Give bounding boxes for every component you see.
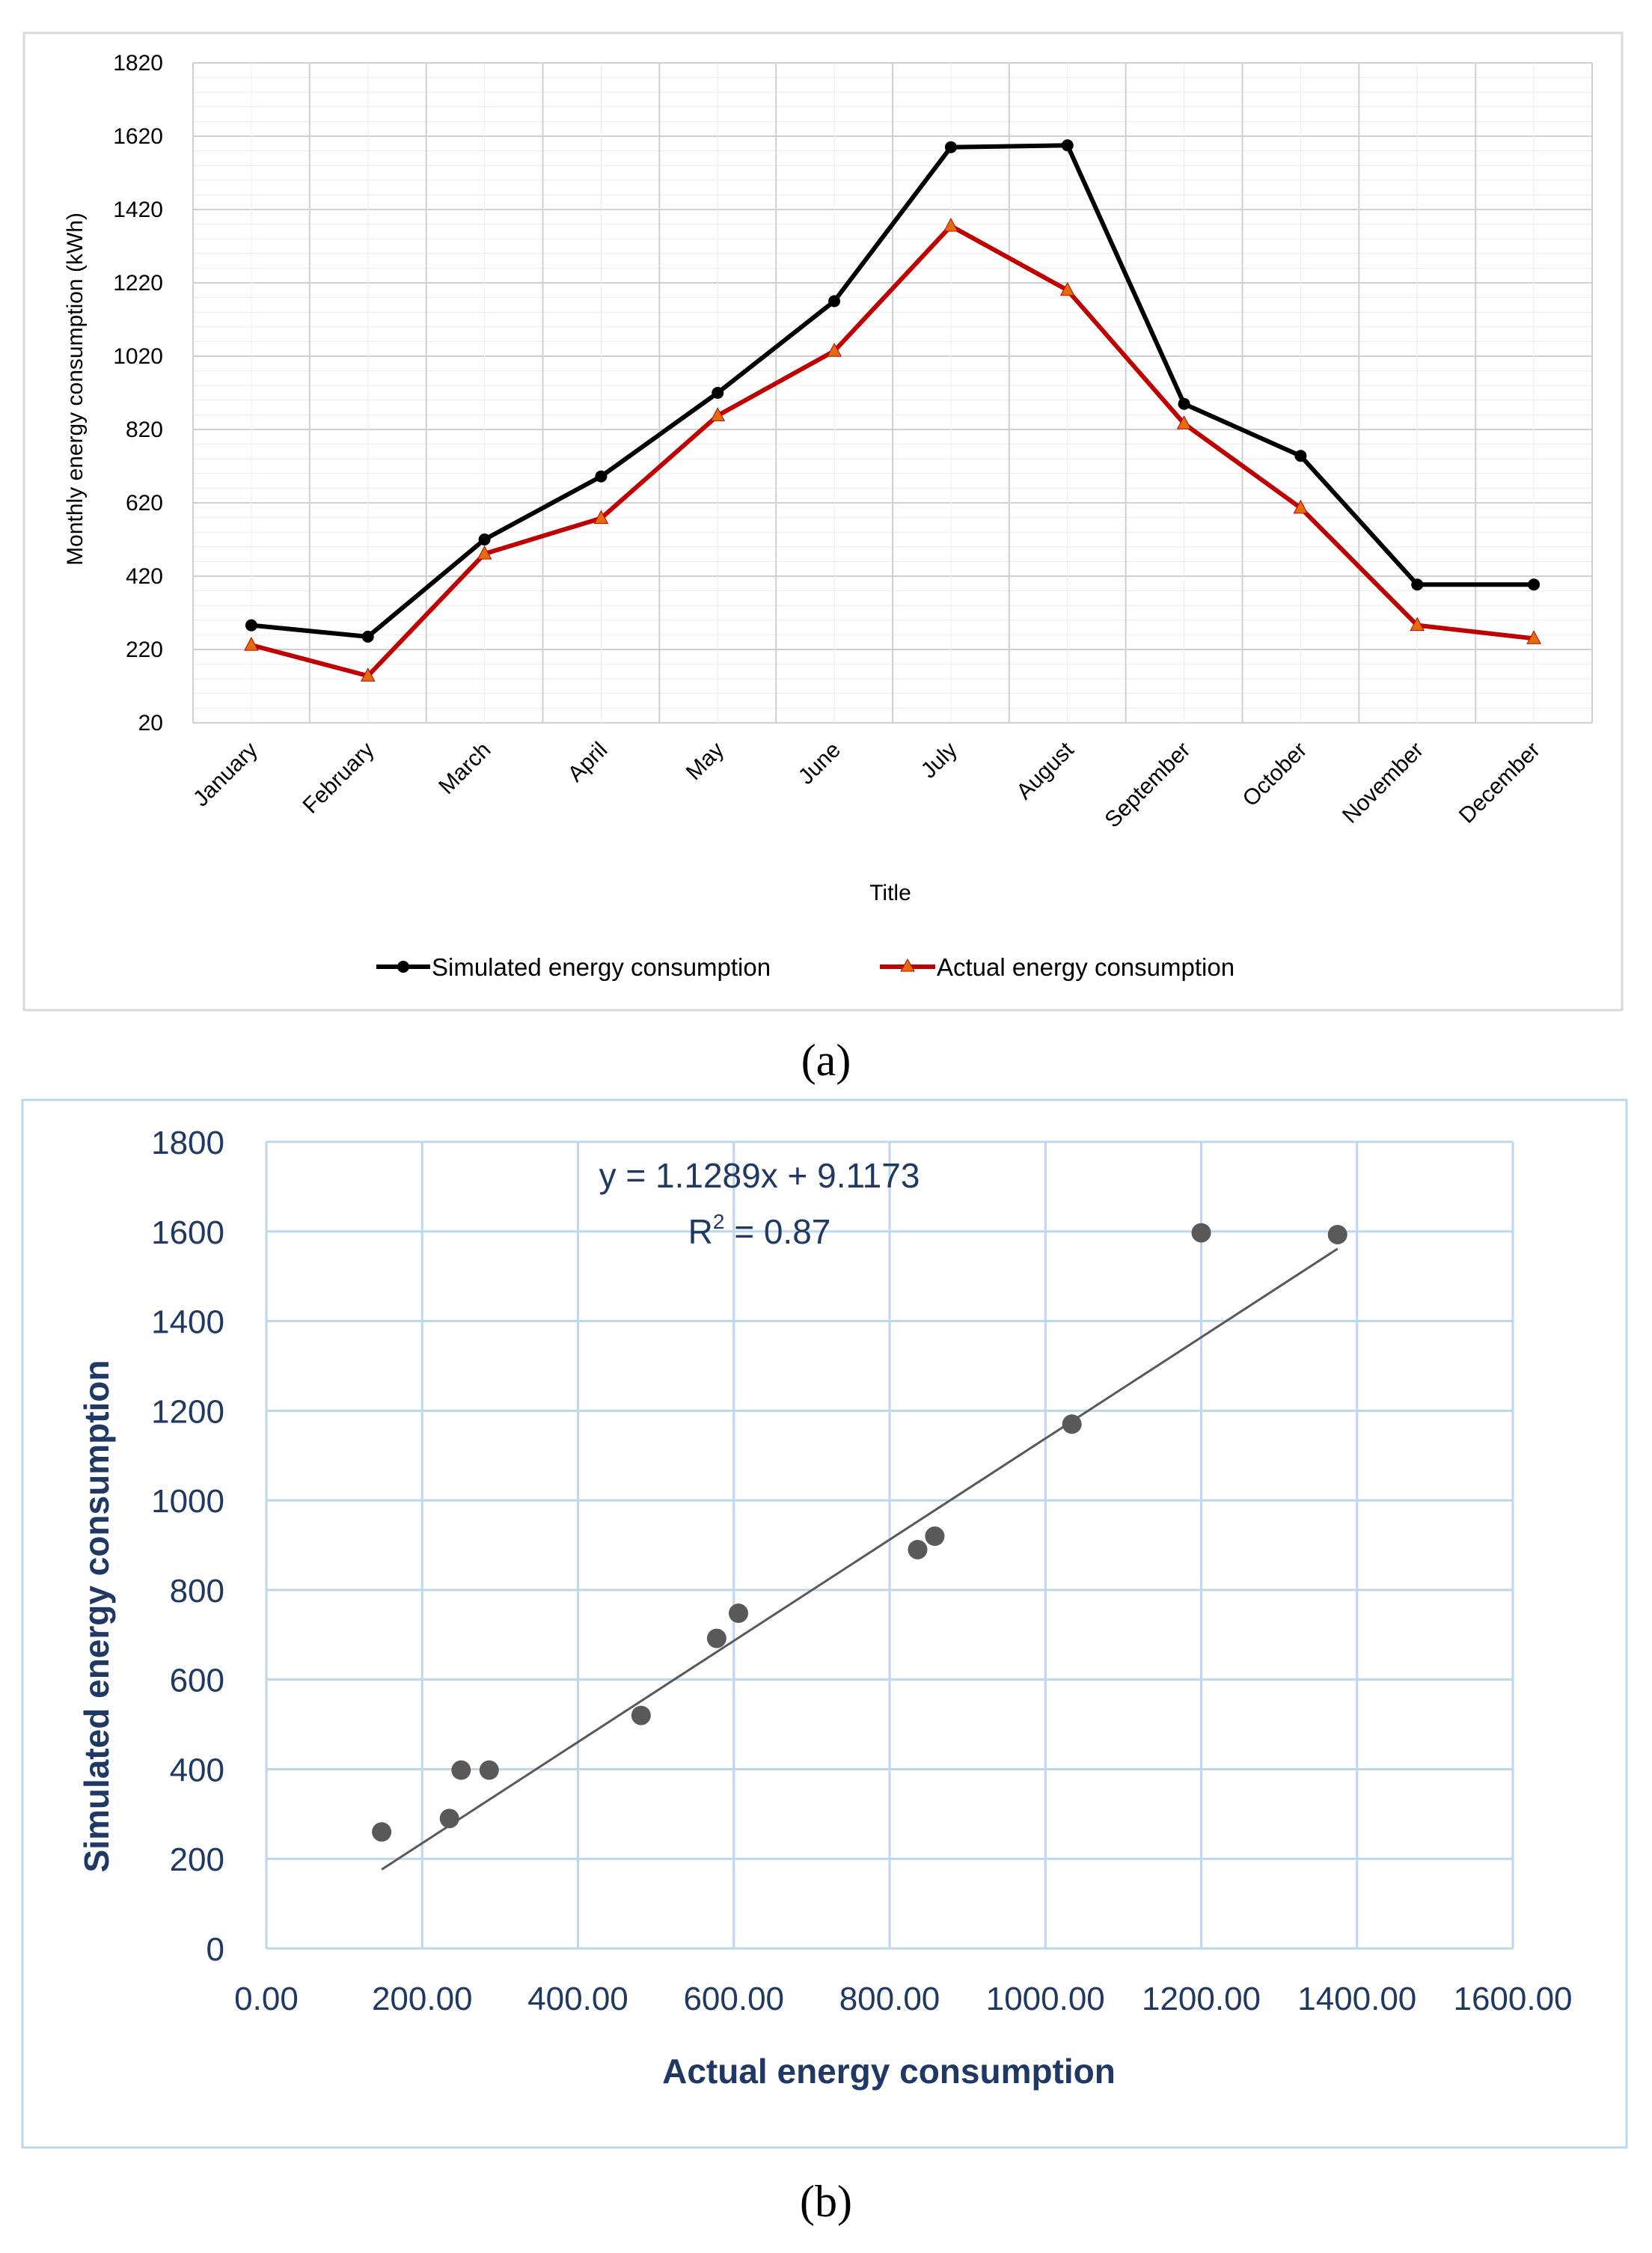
trendline [381, 1247, 1339, 1871]
marker-simulated-point [245, 619, 257, 632]
marker-simulated-point [361, 630, 374, 643]
legend-label-actual: Actual energy consumption [937, 953, 1235, 981]
series-line-actual [248, 224, 1537, 679]
scatter-point [925, 1526, 945, 1547]
panel-b-points [372, 1223, 1347, 1842]
marker-simulated-point [712, 387, 724, 399]
panel-a-y-axis-title: Monthly energy consumption (kWh) [63, 213, 88, 566]
panel-b-y-ticks: 0 200 400 600 800 1000 1200 1400 1600 1800 [151, 1125, 224, 1968]
y-tick-label: 400 [170, 1752, 224, 1788]
y-tick-label: 800 [170, 1573, 224, 1609]
series-line-simulated [248, 143, 1537, 639]
panel-b-trendline-group [381, 1247, 1339, 1871]
scatter-point [908, 1539, 928, 1559]
marker-actual-point [710, 407, 726, 421]
r-squared-prefix: R [688, 1212, 713, 1251]
marker-actual-point [1410, 617, 1425, 632]
scatter-point [479, 1760, 499, 1780]
y-tick-label: 1020 [113, 344, 163, 369]
y-tick-label: 1400 [151, 1304, 224, 1341]
y-tick-label: 1800 [151, 1125, 224, 1161]
marker-actual-point [1526, 630, 1541, 644]
legend-item-simulated: Simulated energy consumption [376, 953, 771, 981]
panel-b-label: (b) [800, 2177, 852, 2226]
y-tick-label: 1000 [151, 1483, 224, 1520]
x-tick-label: 1000.00 [986, 1981, 1105, 2017]
scatter-point [631, 1705, 651, 1725]
marker-actual-point [477, 545, 492, 560]
marker-simulated-point [478, 534, 491, 545]
panel-b-frame [21, 1098, 1628, 2149]
marker-simulated-point [1178, 397, 1190, 410]
y-tick-label: 1200 [151, 1393, 224, 1430]
marker-actual-point [1059, 281, 1075, 296]
marker-simulated-point [595, 470, 608, 483]
r-squared-label: R2 = 0.87 [688, 1210, 831, 1251]
r-squared-value: = 0.87 [724, 1212, 830, 1251]
scatter-point [1191, 1223, 1211, 1243]
legend-item-actual: Actual energy consumption [880, 953, 1235, 981]
scatter-point [1327, 1224, 1347, 1244]
y-tick-label: 1420 [113, 198, 163, 222]
scatter-point [706, 1628, 726, 1648]
marker-actual-point [244, 637, 259, 651]
marker-actual-point [1176, 415, 1192, 429]
trendline-equation: y = 1.1289x + 9.1173 [599, 1156, 920, 1195]
x-tick-label: 0.00 [234, 1981, 299, 2017]
marker-simulated-point [1294, 450, 1307, 462]
panel-a-y-ticks: 20 220 420 620 820 1020 1220 1420 1620 1820 [113, 51, 163, 736]
y-tick-label: 620 [126, 491, 163, 516]
legend-marker-triangle [900, 958, 915, 972]
x-tick-label: 800.00 [839, 1981, 940, 2017]
panel-a-frame [22, 31, 1624, 1012]
x-tick-label: 600.00 [683, 1981, 784, 2017]
y-tick-label: 420 [126, 564, 163, 589]
marker-actual-point [943, 217, 958, 232]
scatter-point [728, 1604, 748, 1624]
x-tick-label: 1400.00 [1297, 1981, 1416, 2017]
marker-actual-point [360, 667, 376, 682]
y-tick-label: 600 [170, 1663, 224, 1699]
panel-a-grid [192, 62, 1593, 724]
panel-b-y-axis-title: Simulated energy consumption [77, 1360, 116, 1873]
y-tick-label: 1820 [113, 51, 163, 76]
legend-label-simulated: Simulated energy consumption [432, 953, 771, 981]
marker-actual-point [593, 510, 609, 525]
panel-b-x-ticks: 0.00 200.00 400.00 600.00 800.00 1000.00 1200.… [234, 1981, 1572, 2017]
marker-actual-point [827, 343, 842, 357]
panel-b-x-axis-title: Actual energy consumption [662, 2052, 1116, 2091]
x-tick-label: 1600.00 [1453, 1981, 1572, 2017]
x-tick-label: 200.00 [372, 1981, 473, 2017]
x-tick-label: 400.00 [527, 1981, 628, 2017]
y-tick-label: 0 [206, 1931, 224, 1968]
legend-marker-circle [397, 961, 409, 973]
y-tick-label: 1620 [113, 124, 163, 149]
scatter-point [1062, 1414, 1082, 1434]
panel-a-legend: Simulated energy consumption Actual ener… [376, 953, 1235, 981]
marker-simulated-point [828, 295, 841, 308]
y-tick-label: 20 [138, 711, 163, 736]
y-tick-label: 200 [170, 1841, 224, 1878]
scatter-point [372, 1822, 392, 1842]
panel-a-label: (a) [801, 1036, 851, 1085]
y-tick-label: 820 [126, 418, 163, 442]
marker-simulated-point [1411, 578, 1424, 591]
marker-simulated-point [1061, 139, 1074, 152]
r-squared-superscript: 2 [713, 1210, 725, 1233]
marker-simulated-point [1528, 578, 1541, 591]
y-tick-label: 1220 [113, 271, 163, 296]
scatter-point [439, 1809, 459, 1829]
scatter-point [451, 1760, 471, 1780]
marker-simulated-point [944, 141, 957, 153]
y-tick-label: 1600 [151, 1214, 224, 1251]
panel-a-series [244, 139, 1541, 682]
y-tick-label: 220 [126, 638, 163, 662]
panel-b-grid [265, 1140, 1514, 1950]
panel-a-x-axis-title: Title [869, 881, 911, 905]
marker-actual-point [1293, 499, 1309, 514]
x-tick-label: 1200.00 [1142, 1981, 1261, 2017]
